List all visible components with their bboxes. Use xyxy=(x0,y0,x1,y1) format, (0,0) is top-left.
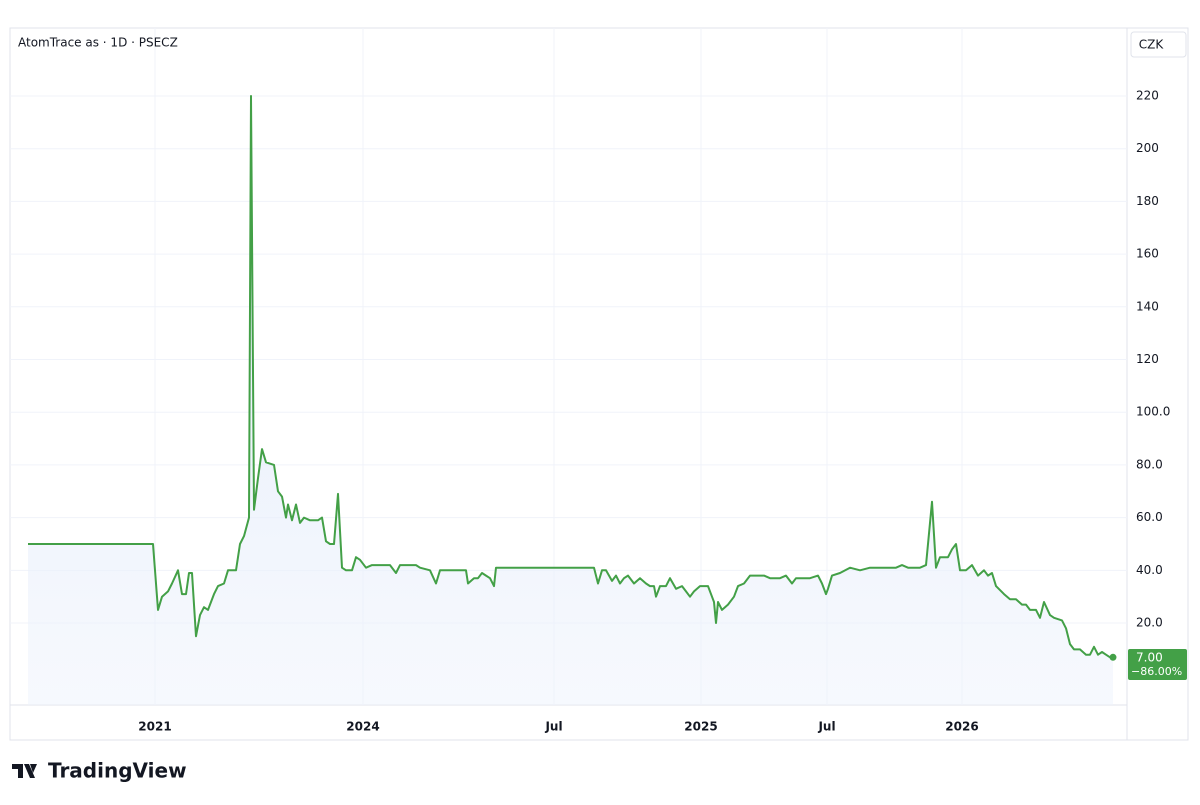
area-fill xyxy=(28,96,1113,705)
last-price-badge xyxy=(1128,649,1187,680)
x-tick-label: 2021 xyxy=(138,720,171,734)
x-tick-label: 2026 xyxy=(945,720,978,734)
y-tick-label: 60.0 xyxy=(1136,510,1163,524)
y-tick-label: 220 xyxy=(1136,88,1159,102)
x-tick-label: Jul xyxy=(544,720,562,734)
y-tick-label: 160 xyxy=(1136,247,1159,261)
brand[interactable]: TradingView xyxy=(12,759,187,783)
y-tick-label: 140 xyxy=(1136,299,1159,313)
y-tick-label: 80.0 xyxy=(1136,457,1163,471)
chart-title: AtomTrace as · 1D · PSECZ xyxy=(18,36,178,50)
currency-box[interactable] xyxy=(1130,31,1187,58)
last-point xyxy=(1109,653,1117,661)
change-label: −86.00% xyxy=(1131,665,1182,678)
y-tick-label: 20.0 xyxy=(1136,616,1163,630)
x-tick-label: 2024 xyxy=(346,720,379,734)
grid xyxy=(10,28,1127,705)
x-tick-label: Jul xyxy=(817,720,835,734)
brand-logo xyxy=(12,764,37,778)
y-tick-label: 180 xyxy=(1136,194,1159,208)
plot xyxy=(28,95,1117,705)
brand-name: TradingView xyxy=(48,759,187,783)
y-tick-label: 120 xyxy=(1136,352,1159,366)
price-line xyxy=(28,95,1113,659)
y-tick-label: 100.0 xyxy=(1136,405,1170,419)
y-tick-label: 200 xyxy=(1136,141,1159,155)
x-tick-label: 2025 xyxy=(684,720,717,734)
currency-label[interactable]: CZK xyxy=(1139,38,1165,52)
last-price-label: 7.00 xyxy=(1136,651,1163,665)
y-tick-label: 40.0 xyxy=(1136,563,1163,577)
